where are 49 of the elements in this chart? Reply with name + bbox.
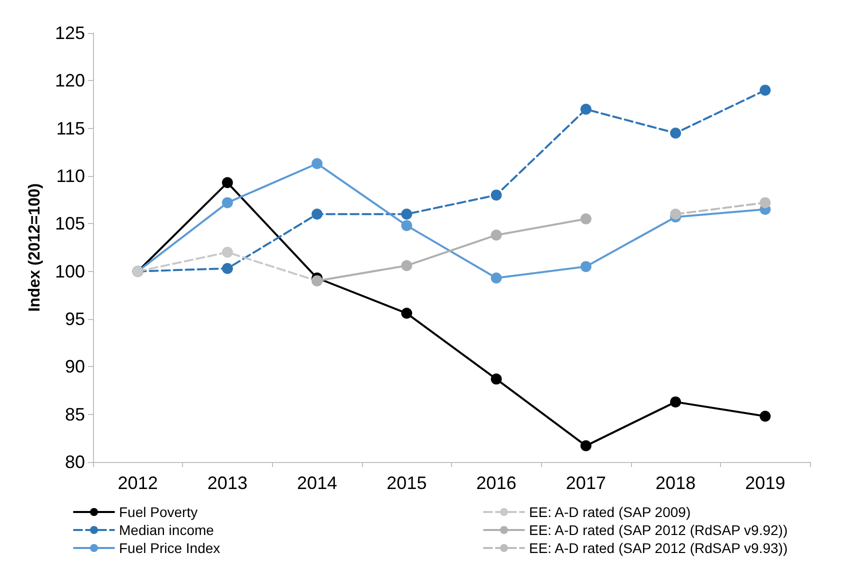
x-tick-label: 2012 — [118, 473, 158, 493]
point — [760, 197, 771, 208]
y-tick-label: 100 — [54, 261, 85, 282]
point — [580, 440, 592, 452]
y-tick-label: 80 — [64, 452, 85, 472]
point — [670, 396, 682, 408]
y-tick-label: 125 — [54, 23, 85, 43]
point — [312, 208, 323, 220]
point — [222, 262, 233, 274]
point — [490, 190, 502, 201]
x-tick-label: 2014 — [297, 473, 338, 493]
point — [580, 104, 592, 115]
legend-label: EE: A-D rated (SAP 2012 (RdSAP v9.92)) — [529, 522, 788, 538]
x-tick-label: 2016 — [476, 473, 516, 493]
y-tick-label: 95 — [64, 309, 85, 329]
x-tick-label: 2013 — [207, 473, 248, 493]
point — [401, 260, 412, 272]
y-tick-label: 85 — [64, 404, 85, 424]
legend-label: Median income — [119, 522, 214, 538]
legend-label: Fuel Poverty — [119, 504, 198, 520]
point — [580, 261, 592, 272]
y-tick-label: 120 — [54, 70, 85, 91]
y-axis-title: Index (2012=100) — [26, 183, 44, 312]
point — [490, 230, 502, 241]
point — [401, 308, 412, 319]
legend-label: EE: A-D rated (SAP 2009) — [529, 504, 691, 520]
point — [490, 272, 502, 284]
point — [222, 197, 233, 208]
x-tick-label: 2018 — [656, 473, 696, 493]
y-tick-label: 110 — [56, 166, 85, 186]
x-tick-label: 2019 — [745, 473, 786, 493]
y-tick-label: 115 — [56, 118, 85, 138]
x-tick-label: 2015 — [386, 473, 427, 493]
x-tick-label: 2017 — [566, 473, 606, 493]
point — [670, 128, 682, 139]
point — [490, 374, 502, 385]
point — [401, 220, 412, 232]
point — [760, 84, 771, 96]
legend-label: EE: A-D rated (SAP 2012 (RdSAP v9.93)) — [529, 540, 788, 556]
legend-label: Fuel Price Index — [119, 540, 220, 556]
point — [580, 213, 592, 224]
point — [670, 208, 682, 220]
point — [401, 208, 412, 220]
point — [222, 246, 233, 258]
y-tick-label: 105 — [54, 214, 85, 234]
point — [312, 158, 323, 170]
point — [760, 410, 771, 422]
y-tick-label: 90 — [64, 356, 85, 377]
point — [222, 177, 233, 188]
